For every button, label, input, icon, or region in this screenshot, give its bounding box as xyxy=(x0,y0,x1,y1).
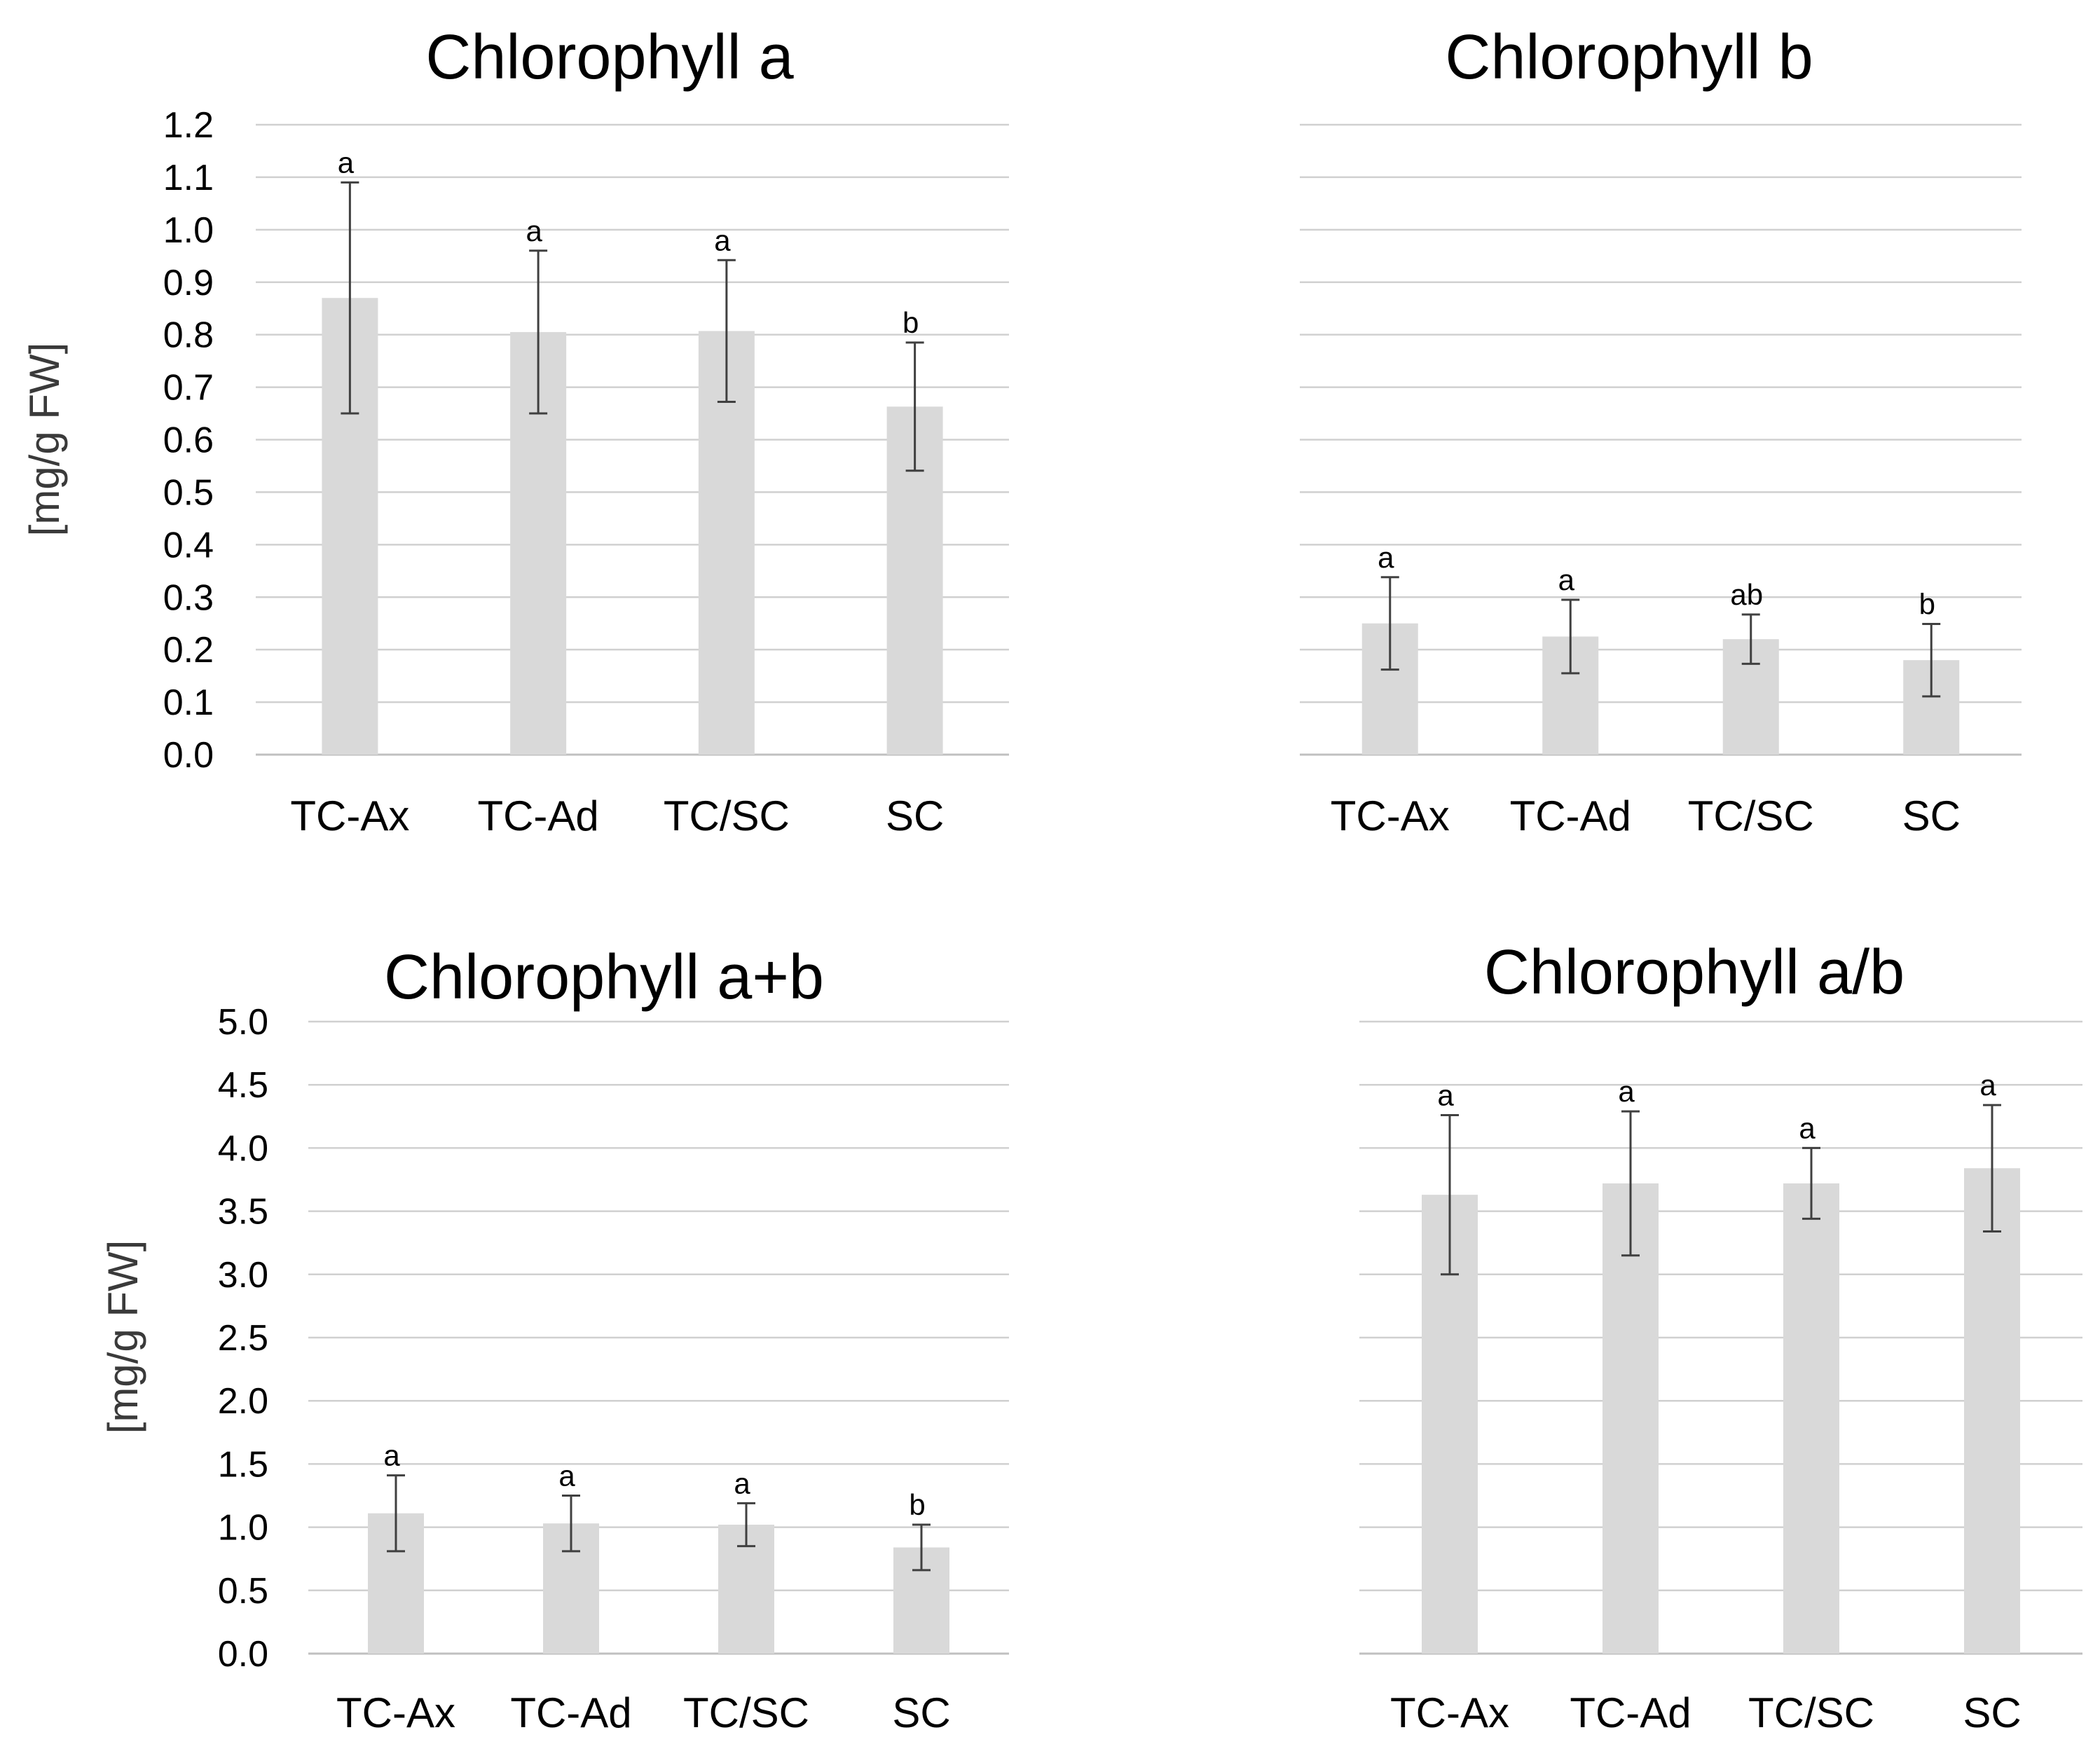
y-tick-label: 1.5 xyxy=(218,1444,268,1485)
x-category-label: TC-Ad xyxy=(477,792,598,839)
x-category-label: TC-Ax xyxy=(290,792,409,839)
significance-label: a xyxy=(1799,1111,1816,1144)
x-category-label: SC xyxy=(892,1689,950,1736)
y-tick-label: 0.5 xyxy=(163,472,214,513)
significance-label: a xyxy=(1979,1069,1996,1101)
significance-label: a xyxy=(1378,541,1394,574)
y-tick-label: 4.5 xyxy=(218,1065,268,1106)
y-tick-label: 1.2 xyxy=(163,105,214,146)
x-category-label: TC/SC xyxy=(683,1689,809,1736)
y-tick-label: 2.5 xyxy=(218,1318,268,1359)
significance-label: ab xyxy=(1730,578,1763,611)
x-category-label: TC-Ax xyxy=(1331,792,1450,839)
panel-chl-b: Chlorophyll b a TC-Ax a TC-Ad ab TC/SC b SC xyxy=(1300,22,2022,839)
x-category-label: SC xyxy=(1963,1689,2021,1736)
chart-title: Chlorophyll a+b xyxy=(384,942,824,1012)
panel-chl-a: 0.0 0.1 0.2 0.3 0.4 0.5 0.6 0.7 0.8 0.9 1.0 1.1 1.2 [… xyxy=(21,22,1009,839)
chart-title: Chlorophyll a xyxy=(425,22,794,92)
y-tick-label: 0.8 xyxy=(163,315,214,356)
x-category-label: TC-Ax xyxy=(1390,1689,1509,1736)
y-tick-label: 2.0 xyxy=(218,1381,268,1422)
x-category-label: TC/SC xyxy=(1688,792,1814,839)
y-tick-label: 0.6 xyxy=(163,420,214,461)
y-tick-label: 1.0 xyxy=(218,1508,268,1549)
y-tick-label: 0.2 xyxy=(163,630,214,671)
y-tick-label: 1.0 xyxy=(163,210,214,251)
significance-label: a xyxy=(734,1467,750,1499)
x-category-label: TC-Ad xyxy=(1510,792,1631,839)
bar-tc-ad xyxy=(1603,1183,1659,1654)
y-tick-label: 0.0 xyxy=(163,735,214,776)
chart-title: Chlorophyll a/b xyxy=(1484,938,1905,1008)
y-tick-label: 5.0 xyxy=(218,1002,268,1043)
y-tick-label: 0.0 xyxy=(218,1634,268,1675)
y-tick-label: 0.4 xyxy=(163,525,214,565)
x-category-label: TC-Ad xyxy=(1570,1689,1691,1736)
y-tick-label: 0.3 xyxy=(163,577,214,618)
significance-label: a xyxy=(714,224,731,256)
y-axis-title: [mg/g FW] xyxy=(99,1240,146,1434)
significance-label: a xyxy=(338,146,355,179)
y-tick-label: 3.0 xyxy=(218,1255,268,1296)
significance-label: a xyxy=(1558,563,1575,596)
panel-chl-ab-ratio: Chlorophyll a/b a TC-Ax a TC-Ad a TC/SC a SC xyxy=(1359,938,2082,1736)
significance-label: a xyxy=(526,214,542,247)
y-tick-label: 0.9 xyxy=(163,263,214,303)
y-tick-label: 4.0 xyxy=(218,1128,268,1169)
x-category-label: TC-Ax xyxy=(336,1689,455,1736)
y-axis-title: [mg/g FW] xyxy=(21,343,68,537)
x-category-label: TC-Ad xyxy=(510,1689,631,1736)
significance-label: a xyxy=(558,1460,575,1492)
bar-sc xyxy=(1964,1168,2020,1654)
significance-label: a xyxy=(1618,1075,1635,1108)
y-tick-label: 3.5 xyxy=(218,1192,268,1232)
significance-label: a xyxy=(383,1439,400,1472)
y-tick-label: 1.1 xyxy=(163,158,214,198)
significance-label: a xyxy=(1437,1078,1454,1111)
x-category-label: TC/SC xyxy=(1748,1689,1874,1736)
panel-chl-ab-sum: 0.0 0.5 1.0 1.5 2.0 2.5 3.0 3.5 4.0 4.5 5.0 [mg/g F… xyxy=(99,942,1009,1736)
chart-title: Chlorophyll b xyxy=(1445,22,1813,92)
x-category-label: SC xyxy=(886,792,944,839)
significance-label: b xyxy=(909,1488,925,1521)
y-tick-label: 0.7 xyxy=(163,368,214,408)
y-tick-label: 0.5 xyxy=(218,1571,268,1612)
significance-label: b xyxy=(903,306,919,339)
x-category-label: TC/SC xyxy=(664,792,790,839)
significance-label: b xyxy=(1919,587,1935,620)
bar-tc-sc xyxy=(1783,1183,1839,1654)
x-category-label: SC xyxy=(1902,792,1961,839)
y-tick-label: 0.1 xyxy=(163,682,214,723)
